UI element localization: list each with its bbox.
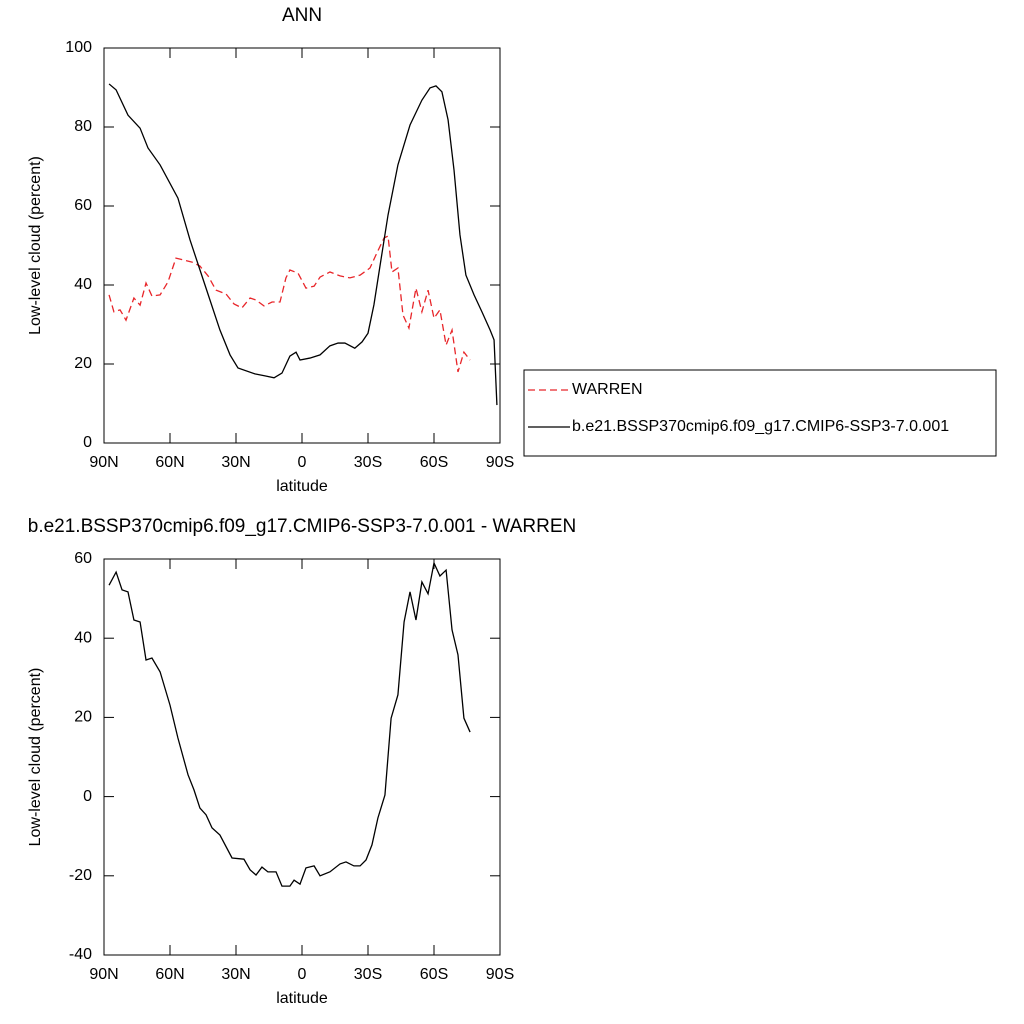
data-line [108, 560, 471, 887]
plot-frame [103, 47, 501, 444]
x-tick-label: 90N [89, 966, 118, 983]
y-tick-label: -40 [69, 946, 92, 963]
data-line [108, 235, 471, 373]
y-tick-label: -20 [69, 867, 92, 884]
legend-box [523, 369, 997, 457]
x-tick-label: 90S [486, 454, 514, 471]
x-tick-label: 30S [354, 966, 382, 983]
y-tick-label: 60 [74, 197, 92, 214]
y-tick-label: 60 [74, 550, 92, 567]
y-tick-label: 20 [74, 709, 92, 726]
chart-title: b.e21.BSSP370cmip6.f09_g17.CMIP6-SSP3-7.… [28, 516, 576, 537]
x-tick-label: 30N [221, 454, 250, 471]
y-tick-label: 0 [83, 788, 92, 805]
y-tick-label: 40 [74, 629, 92, 646]
y-tick-label: 20 [74, 355, 92, 372]
x-tick-label: 60S [420, 454, 448, 471]
y-tick-label: 100 [65, 39, 92, 56]
x-tick-label: 0 [298, 966, 307, 983]
y-tick-label: 0 [83, 434, 92, 451]
chart-title: ANN [282, 5, 322, 26]
x-tick-label: 60N [155, 454, 184, 471]
y-axis-label: Low-level cloud (percent) [27, 668, 44, 847]
x-tick-label: 30N [221, 966, 250, 983]
x-axis-label: latitude [276, 478, 328, 495]
x-axis-label: latitude [276, 990, 328, 1007]
x-tick-label: 60S [420, 966, 448, 983]
x-tick-label: 60N [155, 966, 184, 983]
data-line [108, 83, 498, 406]
x-tick-label: 30S [354, 454, 382, 471]
y-tick-label: 40 [74, 276, 92, 293]
y-axis-label: Low-level cloud (percent) [27, 156, 44, 335]
x-tick-label: 0 [298, 454, 307, 471]
x-tick-label: 90N [89, 454, 118, 471]
x-tick-label: 90S [486, 966, 514, 983]
y-tick-label: 80 [74, 118, 92, 135]
plot-frame [103, 558, 501, 956]
legend-label: b.e21.BSSP370cmip6.f09_g17.CMIP6-SSP3-7.… [572, 418, 949, 435]
legend-label: WARREN [572, 381, 643, 398]
